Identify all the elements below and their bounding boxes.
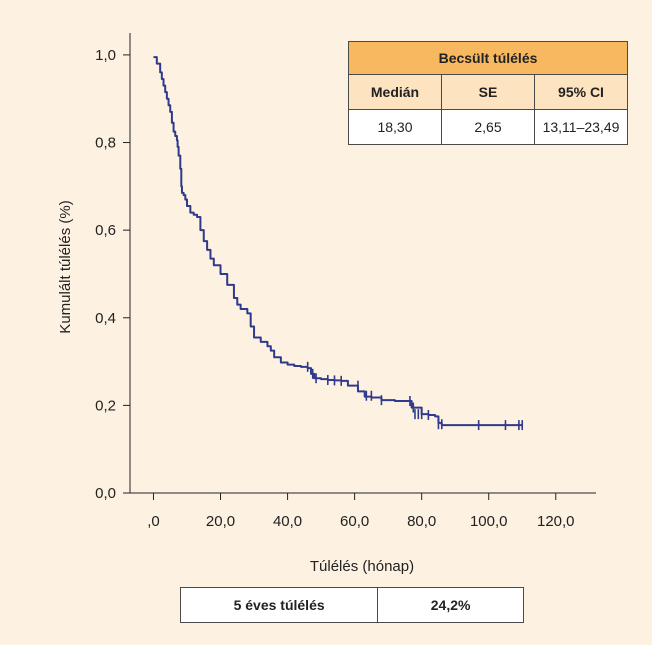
ci-value: 13,11–23,49 [534,109,628,145]
x-ticks: ,0 20,0 40,0 60,0 80,0 100,0 120,0 [147,493,575,530]
median-value: 18,30 [348,109,442,145]
x-tick-label: 80,0 [407,513,436,530]
x-tick-label: ,0 [147,513,160,530]
estimated-survival-table: Becsült túlélés Medián SE 95% CI 18,30 2… [348,41,628,145]
se-header: SE [441,74,535,110]
x-axis-title: Túlélés (hónap) [310,558,414,575]
x-tick-label: 20,0 [206,513,235,530]
x-tick-label: 120,0 [537,513,575,530]
y-tick-label: 0,8 [95,135,116,152]
y-axis-title: Kumulált túlélés (%) [57,200,74,333]
y-tick-label: 0,2 [95,397,116,414]
y-ticks: 0,0 0,2 0,4 0,6 0,8 1,0 [95,47,130,502]
x-tick-label: 100,0 [470,513,508,530]
x-tick-label: 60,0 [340,513,369,530]
y-tick-label: 0,4 [95,310,116,327]
y-tick-label: 1,0 [95,47,116,64]
x-tick-label: 40,0 [273,513,302,530]
five-year-label: 5 éves túlélés [179,587,379,623]
censor-marks [306,361,524,431]
table-title: Becsült túlélés [348,41,628,75]
y-tick-label: 0,0 [95,485,116,502]
five-year-value: 24,2% [377,587,524,623]
median-header: Medián [348,74,442,110]
five-year-survival-table: 5 éves túlélés 24,2% [179,587,524,623]
y-tick-label: 0,6 [95,222,116,239]
ci-header: 95% CI [534,74,628,110]
se-value: 2,65 [441,109,535,145]
